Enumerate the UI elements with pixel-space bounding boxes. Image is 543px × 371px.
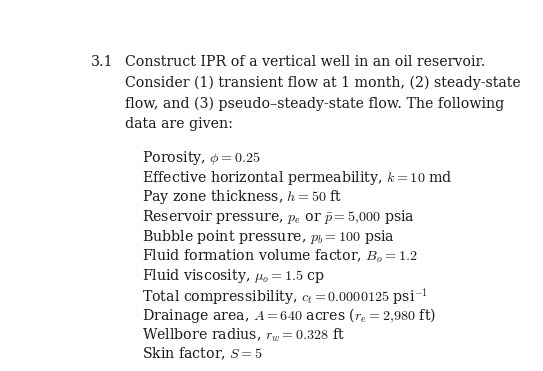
Text: Consider (1) transient flow at 1 month, (2) steady-state: Consider (1) transient flow at 1 month, … bbox=[125, 75, 520, 90]
Text: Reservoir pressure, $p_e$ or $\bar{p} = 5{,}000$ psia: Reservoir pressure, $p_e$ or $\bar{p} = … bbox=[142, 208, 414, 226]
Text: Fluid viscosity, $\mu_o = 1.5$ cp: Fluid viscosity, $\mu_o = 1.5$ cp bbox=[142, 267, 325, 285]
Text: Pay zone thickness, $h = 50$ ft: Pay zone thickness, $h = 50$ ft bbox=[142, 188, 342, 206]
Text: Construct IPR of a vertical well in an oil reservoir.: Construct IPR of a vertical well in an o… bbox=[125, 55, 485, 69]
Text: data are given:: data are given: bbox=[125, 117, 233, 131]
Text: 3.1: 3.1 bbox=[91, 55, 113, 69]
Text: Drainage area, $A = 640$ acres ($r_e = 2{,}980$ ft): Drainage area, $A = 640$ acres ($r_e = 2… bbox=[142, 306, 435, 325]
Text: flow, and (3) pseudo–steady-state flow. The following: flow, and (3) pseudo–steady-state flow. … bbox=[125, 96, 504, 111]
Text: Wellbore radius, $r_w = 0.328$ ft: Wellbore radius, $r_w = 0.328$ ft bbox=[142, 326, 344, 344]
Text: Total compressibility, $c_t = 0.0000125$ psi$^{-1}$: Total compressibility, $c_t = 0.0000125$… bbox=[142, 287, 427, 309]
Text: Skin factor, $S = 5$: Skin factor, $S = 5$ bbox=[142, 346, 262, 362]
Text: Porosity, $\phi = 0.25$: Porosity, $\phi = 0.25$ bbox=[142, 149, 260, 167]
Text: Bubble point pressure, $p_b = 100$ psia: Bubble point pressure, $p_b = 100$ psia bbox=[142, 228, 394, 246]
Text: Effective horizontal permeability, $k = 10$ md: Effective horizontal permeability, $k = … bbox=[142, 168, 452, 187]
Text: Fluid formation volume factor, $B_o = 1.2$: Fluid formation volume factor, $B_o = 1.… bbox=[142, 247, 417, 265]
